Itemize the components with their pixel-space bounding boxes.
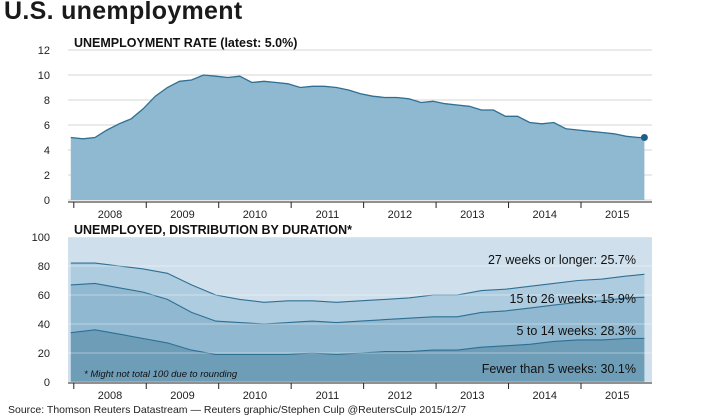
x-tick-label: 2014 <box>533 209 557 221</box>
unemployment-rate-series <box>70 74 648 200</box>
x-tick-label: 2014 <box>533 390 557 402</box>
x-tick-label: 2015 <box>605 390 629 402</box>
layer-15-to-26-weeks <box>70 263 645 324</box>
y-tick-label: 12 <box>38 45 50 57</box>
x-tick-label: 2010 <box>243 390 267 402</box>
y-tick-label: 0 <box>44 195 50 207</box>
duration-distribution-grid <box>68 236 652 383</box>
unemployment-rate-panel: UNEMPLOYMENT RATE (latest: 5.0%) 0 2 4 6 8 10… <box>38 36 652 221</box>
x-tick-label: 2012 <box>388 390 412 402</box>
x-tick-label: 2009 <box>170 390 194 402</box>
unemployment-rate-area <box>70 75 645 200</box>
chart-title: U.S. unemployment <box>4 0 243 25</box>
series-label-27-weeks-or-longer: 27 weeks or longer: 25.7% <box>488 253 636 267</box>
series-label-15-to-26-weeks: 15 to 26 weeks: 15.9% <box>510 292 636 306</box>
y-tick-label: 60 <box>38 290 50 302</box>
unemployment-rate-y-ticks: 0 2 4 6 8 10 12 <box>38 45 50 207</box>
y-tick-label: 2 <box>44 170 50 182</box>
unemployment-rate-x-axis: 2008 2009 2010 2011 2012 2013 2014 2015 <box>68 201 652 221</box>
x-tick-label: 2011 <box>316 390 340 402</box>
y-tick-label: 10 <box>38 70 50 82</box>
x-tick-label: 2008 <box>98 390 122 402</box>
x-tick-label: 2011 <box>316 209 340 221</box>
x-tick-label: 2012 <box>388 209 412 221</box>
y-tick-label: 6 <box>44 120 50 132</box>
layer-boundary-line <box>70 262 645 303</box>
latest-value-marker <box>640 134 648 141</box>
y-tick-label: 4 <box>44 145 50 157</box>
duration-distribution-panel: UNEMPLOYED, DISTRIBUTION BY DURATION* 27… <box>32 223 652 402</box>
x-tick-label: 2013 <box>460 390 484 402</box>
duration-distribution-y-ticks: 0 20 40 60 80 100 <box>32 232 50 389</box>
duration-distribution-title: UNEMPLOYED, DISTRIBUTION BY DURATION* <box>74 223 352 237</box>
duration-distribution-x-axis: 2008 2009 2010 2011 2012 2013 2014 2015 <box>68 382 652 402</box>
x-tick-label: 2013 <box>460 209 484 221</box>
unemployment-rate-line <box>70 74 645 140</box>
series-label-5-to-14-weeks: 5 to 14 weeks: 28.3% <box>516 324 636 338</box>
unemployment-rate-title: UNEMPLOYMENT RATE (latest: 5.0%) <box>74 36 297 50</box>
layer-27-weeks-or-longer <box>70 237 645 303</box>
y-tick-label: 8 <box>44 95 50 107</box>
duration-series-labels: 27 weeks or longer: 25.7% 15 to 26 weeks… <box>482 253 636 376</box>
series-label-fewer-than-5-weeks: Fewer than 5 weeks: 30.1% <box>482 362 636 376</box>
x-tick-label: 2008 <box>98 209 122 221</box>
layer-fewer-than-5-weeks <box>70 329 645 382</box>
y-tick-label: 80 <box>38 261 50 273</box>
layer-5-to-14-weeks <box>70 283 645 355</box>
y-tick-label: 100 <box>32 232 50 244</box>
y-tick-label: 20 <box>38 348 50 360</box>
rounding-footnote: * Might not total 100 due to rounding <box>84 369 238 380</box>
x-tick-label: 2015 <box>605 209 629 221</box>
x-tick-label: 2010 <box>243 209 267 221</box>
x-tick-label: 2009 <box>170 209 194 221</box>
duration-distribution-series <box>70 237 645 382</box>
source-credit: Source: Thomson Reuters Datastream — Reu… <box>8 404 467 416</box>
y-tick-label: 40 <box>38 319 50 331</box>
layer-boundary-line <box>70 282 645 325</box>
y-tick-label: 0 <box>44 377 50 389</box>
